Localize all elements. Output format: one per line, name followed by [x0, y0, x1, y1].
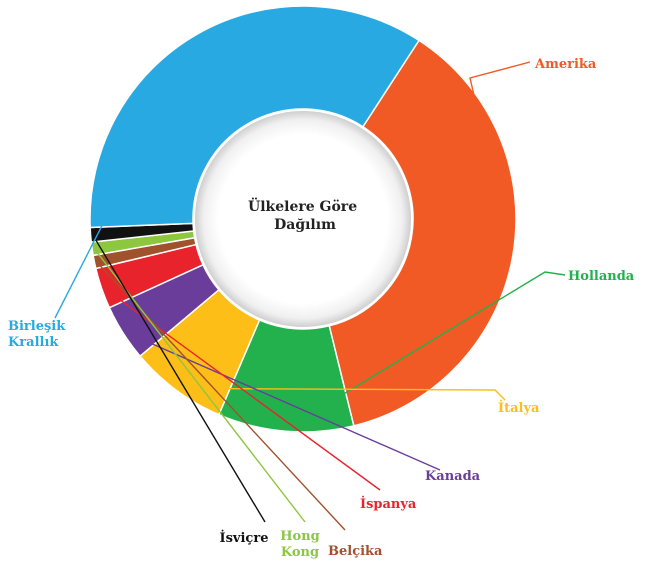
leader-line-hollanda [285, 271, 566, 430]
label-line: Birleşik [8, 319, 66, 334]
label-ispanya: İspanya [360, 496, 417, 512]
labels-group: Amerika Hollanda İtalya Kanada İspanya Belçik… [8, 57, 635, 560]
donut-hole [195, 111, 411, 327]
label-belcika: Belçika [328, 544, 383, 559]
label-line: Kanada [425, 469, 481, 484]
chart-title-line-1: Ülkelere Göre [248, 196, 357, 215]
label-line: İspanya [360, 496, 417, 512]
leader-line-hong-kong [93, 248, 306, 523]
slice-birlesik-krallik [89, 5, 421, 229]
label-birlesik-krallik: Birleşik Krallık [8, 319, 66, 350]
label-italya: İtalya [498, 400, 540, 416]
slice-amerika [328, 39, 517, 427]
leader-line-italya [177, 387, 506, 401]
label-hollanda: Hollanda [568, 269, 635, 284]
chart-title: Ülkelere Göre Dağılım [248, 196, 362, 233]
label-line: İtalya [498, 400, 540, 416]
label-line: Hong [280, 529, 320, 544]
label-line: Hollanda [568, 269, 635, 284]
label-kanada: Kanada [425, 469, 481, 484]
leader-line-amerika [469, 61, 531, 255]
leader-line-isvicre [91, 234, 266, 523]
leader-line-kanada [124, 331, 441, 471]
chart-title-line-2: Dağılım [274, 217, 336, 233]
leader-line-birlesik-krallik [54, 35, 200, 319]
label-hong-kong: Hong Kong [280, 529, 320, 560]
label-amerika: Amerika [534, 57, 597, 72]
label-line: İsviçre [220, 530, 269, 546]
label-isvicre: İsviçre [220, 530, 269, 546]
leader-lines-group [54, 35, 566, 531]
label-line: Belçika [328, 544, 383, 559]
slices-group [89, 5, 517, 433]
label-line: Krallık [8, 335, 59, 350]
label-line: Amerika [534, 57, 597, 72]
label-line: Kong [281, 545, 319, 560]
